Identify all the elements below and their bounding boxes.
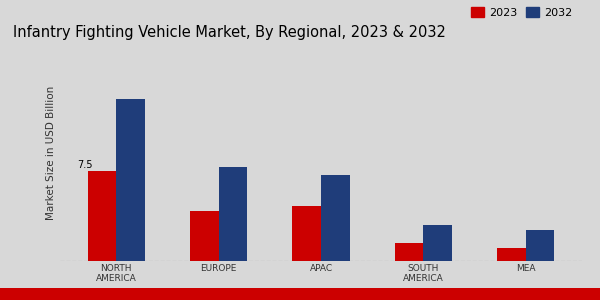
Bar	[190, 211, 218, 261]
Bar	[88, 171, 116, 261]
Text: 7.5: 7.5	[77, 160, 92, 170]
Legend: 2023, 2032: 2023, 2032	[467, 3, 577, 22]
Bar	[321, 175, 350, 261]
Bar	[497, 248, 526, 261]
Bar	[424, 225, 452, 261]
Bar	[395, 243, 424, 261]
Text: Infantry Fighting Vehicle Market, By Regional, 2023 & 2032: Infantry Fighting Vehicle Market, By Reg…	[13, 25, 446, 40]
Bar	[116, 99, 145, 261]
Bar	[526, 230, 554, 261]
Y-axis label: Market Size in USD Billion: Market Size in USD Billion	[46, 86, 56, 220]
Bar	[292, 206, 321, 261]
Bar	[218, 167, 247, 261]
